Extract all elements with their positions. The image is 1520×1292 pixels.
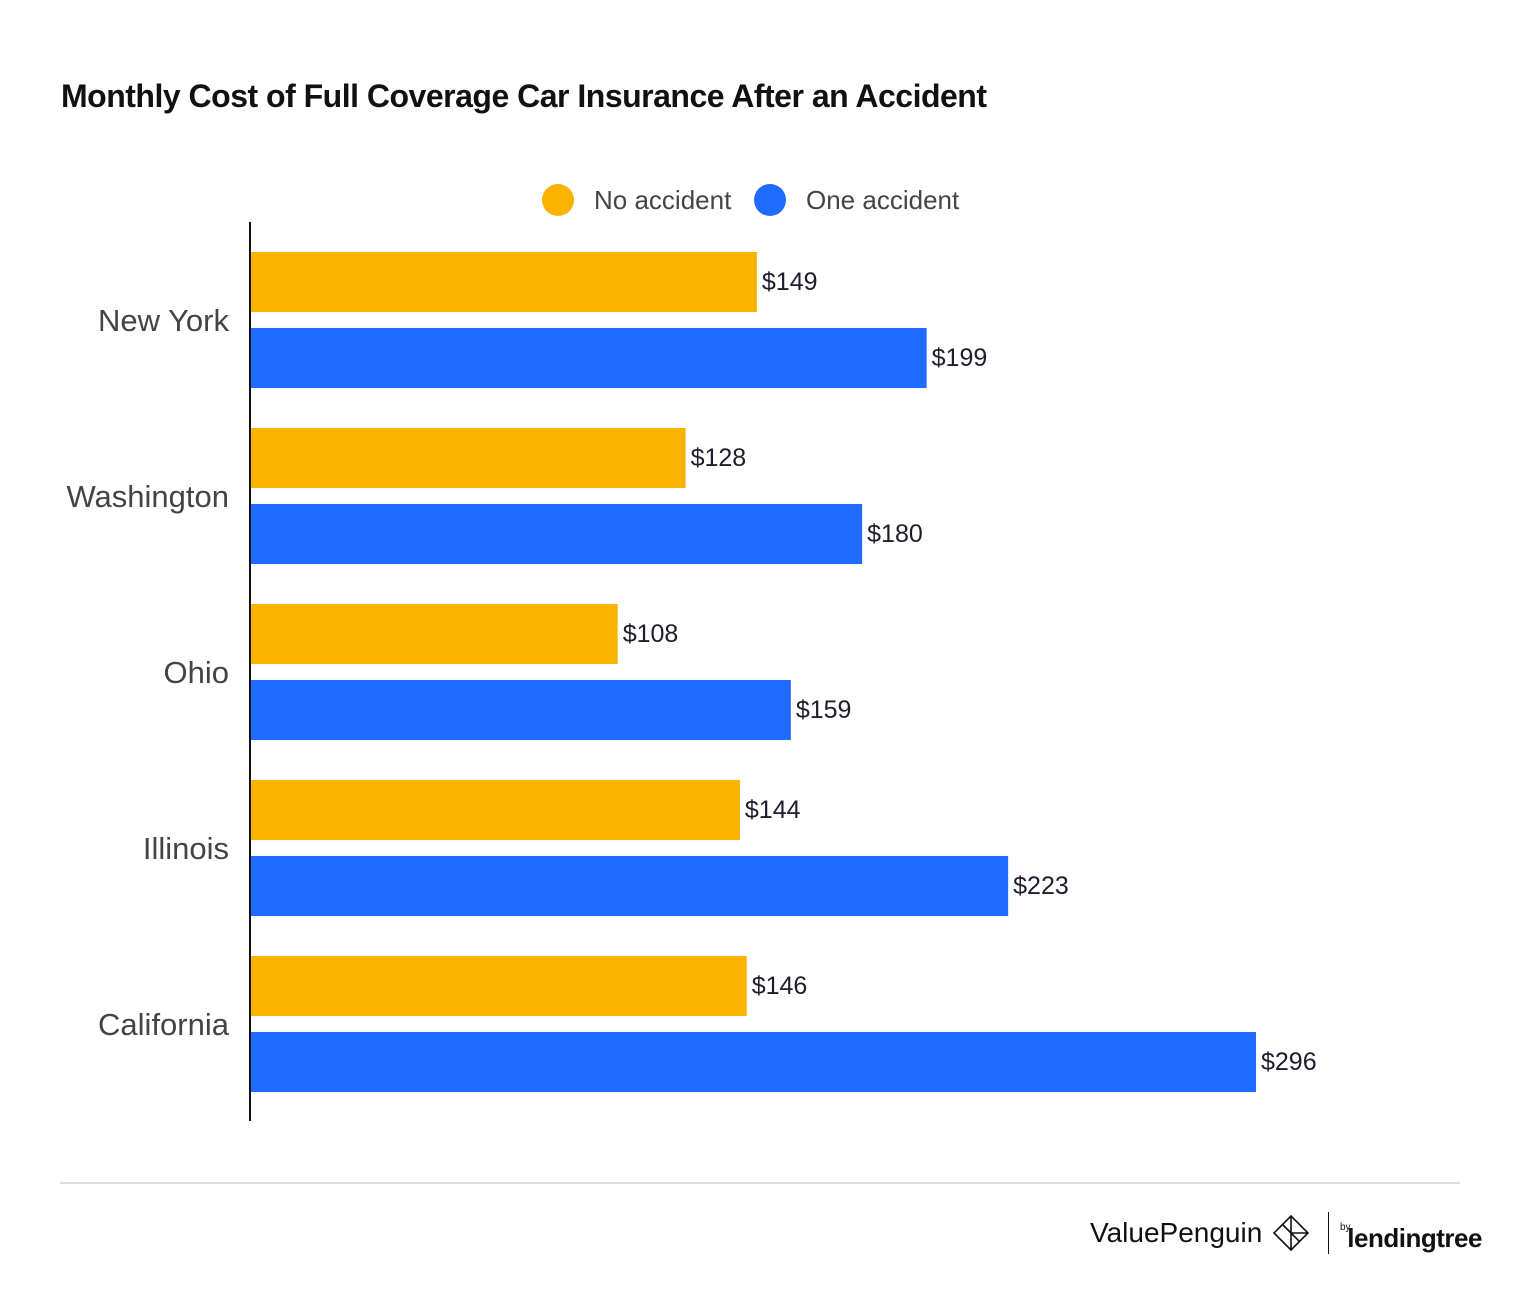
bar — [251, 252, 757, 312]
bar — [251, 428, 686, 488]
bar — [251, 680, 791, 740]
legend-marker-1 — [754, 184, 786, 216]
by-text: by — [1340, 1222, 1351, 1233]
data-label: $144 — [745, 796, 801, 824]
bar — [251, 856, 1009, 916]
penguin-diamond-icon — [1273, 1214, 1310, 1252]
chart-title: Monthly Cost of Full Coverage Car Insura… — [61, 78, 987, 114]
bar — [251, 1032, 1256, 1092]
category-label: New York — [98, 303, 229, 338]
data-label: $199 — [932, 344, 988, 372]
divider — [60, 1182, 1460, 1184]
legend-marker-0 — [542, 184, 574, 216]
legend-label-0: No accident — [594, 185, 732, 215]
logo-separator — [1328, 1212, 1330, 1254]
data-label: $296 — [1261, 1048, 1317, 1076]
bar — [251, 328, 927, 388]
bar-chart: No accident One accident New York $149 $199 W… — [66, 184, 1317, 1121]
bar — [251, 956, 747, 1016]
category-label: Ohio — [164, 655, 229, 690]
category-label: California — [98, 1007, 230, 1042]
data-label: $180 — [867, 520, 923, 548]
data-label: $223 — [1013, 872, 1069, 900]
bar — [251, 780, 740, 840]
category-label: Illinois — [143, 831, 229, 866]
data-label: $146 — [752, 972, 808, 1000]
bar — [251, 504, 863, 564]
data-label: $108 — [623, 620, 679, 648]
valuepenguin-lendingtree-logo: ValuePenguin by lendingtree — [1090, 1212, 1482, 1254]
data-label: $128 — [691, 444, 747, 472]
legend-label-1: One accident — [806, 185, 960, 215]
bar — [251, 604, 618, 664]
data-label: $159 — [796, 696, 852, 724]
valuepenguin-wordmark: ValuePenguin — [1090, 1217, 1263, 1248]
category-label: Washington — [66, 479, 229, 514]
lendingtree-wordmark: lendingtree — [1347, 1222, 1482, 1253]
data-label: $149 — [762, 268, 818, 296]
